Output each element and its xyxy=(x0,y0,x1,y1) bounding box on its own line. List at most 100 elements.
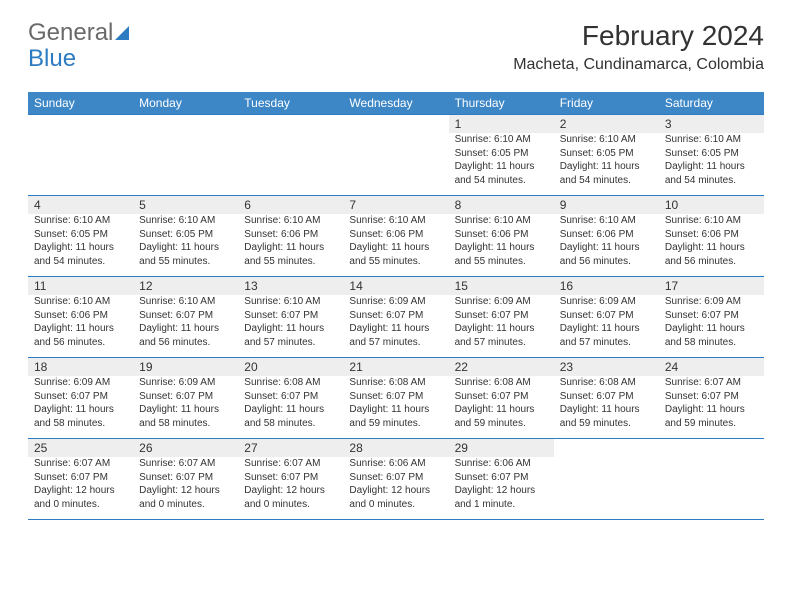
day-number: 28 xyxy=(343,439,448,458)
daylight-text: Daylight: 11 hours xyxy=(349,403,442,417)
day-number: 1 xyxy=(449,115,554,134)
sunrise-text: Sunrise: 6:10 AM xyxy=(455,214,548,228)
daylight-text: Daylight: 12 hours xyxy=(455,484,548,498)
day-cell: Sunrise: 6:08 AMSunset: 6:07 PMDaylight:… xyxy=(449,376,554,439)
day-number: 21 xyxy=(343,358,448,377)
title-block: February 2024 Macheta, Cundinamarca, Col… xyxy=(513,20,764,74)
day-number: 4 xyxy=(28,196,133,215)
sunset-text: Sunset: 6:07 PM xyxy=(139,309,232,323)
day-header: Saturday xyxy=(659,92,764,115)
day-header: Sunday xyxy=(28,92,133,115)
daynum-row: 11121314151617 xyxy=(28,277,764,296)
sunrise-text: Sunrise: 6:09 AM xyxy=(34,376,127,390)
empty-cell xyxy=(28,133,133,196)
daylight-text: Daylight: 12 hours xyxy=(139,484,232,498)
daylight-text: and 59 minutes. xyxy=(349,417,442,431)
daylight-text: Daylight: 11 hours xyxy=(139,241,232,255)
day-number: 15 xyxy=(449,277,554,296)
day-cell: Sunrise: 6:10 AMSunset: 6:07 PMDaylight:… xyxy=(133,295,238,358)
day-cell: Sunrise: 6:10 AMSunset: 6:06 PMDaylight:… xyxy=(659,214,764,277)
daylight-text: and 54 minutes. xyxy=(34,255,127,269)
calendar-table: Sunday Monday Tuesday Wednesday Thursday… xyxy=(28,92,764,520)
sunset-text: Sunset: 6:05 PM xyxy=(665,147,758,161)
sunrise-text: Sunrise: 6:10 AM xyxy=(34,295,127,309)
daylight-text: and 56 minutes. xyxy=(665,255,758,269)
sunset-text: Sunset: 6:07 PM xyxy=(34,390,127,404)
day-cell: Sunrise: 6:09 AMSunset: 6:07 PMDaylight:… xyxy=(28,376,133,439)
brand-logo: General Blue xyxy=(28,20,129,73)
sunset-text: Sunset: 6:07 PM xyxy=(244,309,337,323)
brand-part1: General xyxy=(28,19,113,46)
day-content-row: Sunrise: 6:10 AM Sunset: 6:05 PM Daylight:… xyxy=(28,133,764,196)
daylight-text: and 54 minutes. xyxy=(665,174,758,188)
day-number xyxy=(238,115,343,134)
sunrise-text: Sunrise: 6:10 AM xyxy=(665,214,758,228)
sunset-text: Sunset: 6:07 PM xyxy=(244,390,337,404)
day-number: 18 xyxy=(28,358,133,377)
daylight-text: Daylight: 11 hours xyxy=(560,160,653,174)
day-number: 10 xyxy=(659,196,764,215)
day-cell: Sunrise: 6:08 AMSunset: 6:07 PMDaylight:… xyxy=(343,376,448,439)
daylight-text: Daylight: 11 hours xyxy=(455,160,548,174)
daylight-text: and 58 minutes. xyxy=(665,336,758,350)
daylight-text: Daylight: 11 hours xyxy=(665,403,758,417)
sunset-text: Sunset: 6:05 PM xyxy=(139,228,232,242)
daylight-text: and 59 minutes. xyxy=(665,417,758,431)
sunset-text: Sunset: 6:07 PM xyxy=(665,309,758,323)
sunrise-text: Sunrise: 6:10 AM xyxy=(560,133,653,147)
day-number: 12 xyxy=(133,277,238,296)
day-header: Tuesday xyxy=(238,92,343,115)
daylight-text: Daylight: 11 hours xyxy=(560,241,653,255)
day-cell: Sunrise: 6:09 AMSunset: 6:07 PMDaylight:… xyxy=(554,295,659,358)
day-number: 7 xyxy=(343,196,448,215)
daylight-text: Daylight: 12 hours xyxy=(244,484,337,498)
sunrise-text: Sunrise: 6:08 AM xyxy=(560,376,653,390)
sunset-text: Sunset: 6:07 PM xyxy=(349,309,442,323)
daylight-text: and 57 minutes. xyxy=(349,336,442,350)
daylight-text: Daylight: 12 hours xyxy=(349,484,442,498)
daylight-text: Daylight: 12 hours xyxy=(34,484,127,498)
day-number xyxy=(28,115,133,134)
day-cell: Sunrise: 6:07 AMSunset: 6:07 PMDaylight:… xyxy=(238,457,343,520)
day-number: 25 xyxy=(28,439,133,458)
day-number: 6 xyxy=(238,196,343,215)
daylight-text: and 0 minutes. xyxy=(244,498,337,512)
sunset-text: Sunset: 6:06 PM xyxy=(349,228,442,242)
day-number: 3 xyxy=(659,115,764,134)
sunrise-text: Sunrise: 6:08 AM xyxy=(244,376,337,390)
daylight-text: and 58 minutes. xyxy=(34,417,127,431)
daylight-text: and 57 minutes. xyxy=(560,336,653,350)
daylight-text: and 54 minutes. xyxy=(455,174,548,188)
day-number: 29 xyxy=(449,439,554,458)
daylight-text: Daylight: 11 hours xyxy=(139,322,232,336)
daylight-text: and 0 minutes. xyxy=(349,498,442,512)
sunrise-text: Sunrise: 6:07 AM xyxy=(139,457,232,471)
day-header: Monday xyxy=(133,92,238,115)
daylight-text: Daylight: 11 hours xyxy=(34,241,127,255)
day-header: Thursday xyxy=(449,92,554,115)
day-number: 13 xyxy=(238,277,343,296)
sunset-text: Sunset: 6:06 PM xyxy=(244,228,337,242)
day-header: Wednesday xyxy=(343,92,448,115)
day-number: 19 xyxy=(133,358,238,377)
sunrise-text: Sunrise: 6:09 AM xyxy=(455,295,548,309)
sunrise-text: Sunrise: 6:10 AM xyxy=(455,133,548,147)
sunset-text: Sunset: 6:07 PM xyxy=(139,390,232,404)
day-number: 20 xyxy=(238,358,343,377)
sunrise-text: Sunrise: 6:10 AM xyxy=(34,214,127,228)
sunrise-text: Sunrise: 6:08 AM xyxy=(349,376,442,390)
daylight-text: Daylight: 11 hours xyxy=(139,403,232,417)
sunset-text: Sunset: 6:07 PM xyxy=(455,390,548,404)
sunrise-text: Sunrise: 6:09 AM xyxy=(349,295,442,309)
sunset-text: Sunset: 6:07 PM xyxy=(349,390,442,404)
daylight-text: Daylight: 11 hours xyxy=(244,241,337,255)
day-number: 27 xyxy=(238,439,343,458)
day-cell: Sunrise: 6:07 AMSunset: 6:07 PMDaylight:… xyxy=(659,376,764,439)
daylight-text: and 56 minutes. xyxy=(34,336,127,350)
day-number: 22 xyxy=(449,358,554,377)
sunrise-text: Sunrise: 6:10 AM xyxy=(244,214,337,228)
day-cell: Sunrise: 6:10 AMSunset: 6:05 PMDaylight:… xyxy=(133,214,238,277)
day-cell: Sunrise: 6:10 AMSunset: 6:05 PMDaylight:… xyxy=(659,133,764,196)
day-content-row: Sunrise: 6:10 AMSunset: 6:05 PMDaylight:… xyxy=(28,214,764,277)
daylight-text: Daylight: 11 hours xyxy=(560,322,653,336)
